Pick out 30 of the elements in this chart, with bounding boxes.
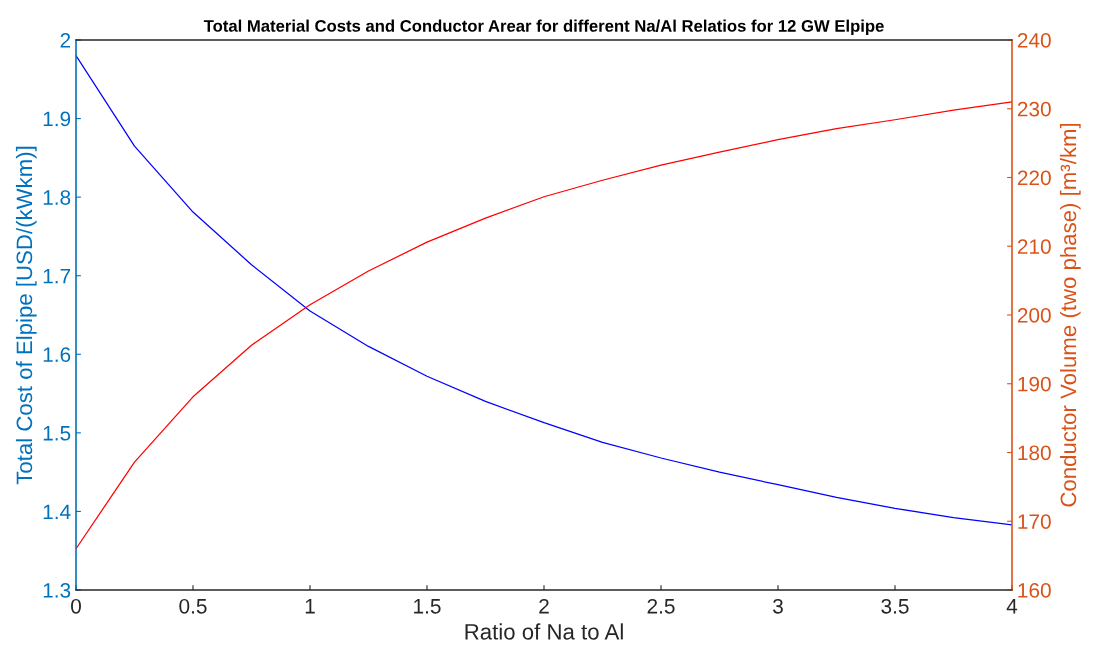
y2-tick-label: 170 [1018, 514, 1051, 529]
chart-title: Total Material Costs and Conductor Arear for different Na/Al Relatios for 12 GW Elpipe [203, 19, 884, 36]
y-tick-label: 1.3 [43, 583, 71, 598]
x-tick-label: 1 [305, 599, 315, 614]
y-tick-label: 1.4 [43, 504, 71, 519]
x-tick-label: 1.5 [414, 599, 441, 614]
y-tick-label: 1.6 [43, 347, 71, 363]
y-tick-label: 1.8 [43, 190, 71, 205]
y-tick-label: 1.9 [43, 111, 71, 127]
y2-tick-label: 180 [1018, 445, 1051, 461]
y2-tick-label: 160 [1018, 583, 1051, 598]
y2-tick-label: 190 [1018, 376, 1051, 392]
y2-tick-label: 240 [1017, 33, 1051, 48]
x-tick-label: 2.5 [647, 598, 675, 614]
y2-tick-label: 230 [1017, 101, 1051, 117]
x-tick-label: 0.5 [179, 598, 207, 614]
x-tick-label: 3 [773, 598, 783, 614]
y2-tick-label: 210 [1017, 239, 1051, 254]
y2-axis-title: Conductor Volume (two phase) [m³/km] [1059, 123, 1081, 507]
y2-tick-label: 220 [1017, 170, 1051, 186]
x-tick-label: 0 [71, 598, 81, 614]
x-tick-label: 3.5 [881, 598, 909, 614]
y-axis-title: Total Cost of Elpipe [USD/(kWkm)] [15, 146, 37, 485]
y-tick-label: 2 [60, 33, 71, 48]
x-axis-title: Ratio of Na to Al [465, 623, 623, 640]
x-tick-label: 2 [539, 598, 549, 614]
y2-tick-label: 200 [1017, 308, 1051, 323]
y-tick-label: 1.5 [43, 426, 71, 441]
x-tick-label: 4 [1006, 599, 1018, 614]
y-tick-label: 1.7 [43, 268, 71, 284]
